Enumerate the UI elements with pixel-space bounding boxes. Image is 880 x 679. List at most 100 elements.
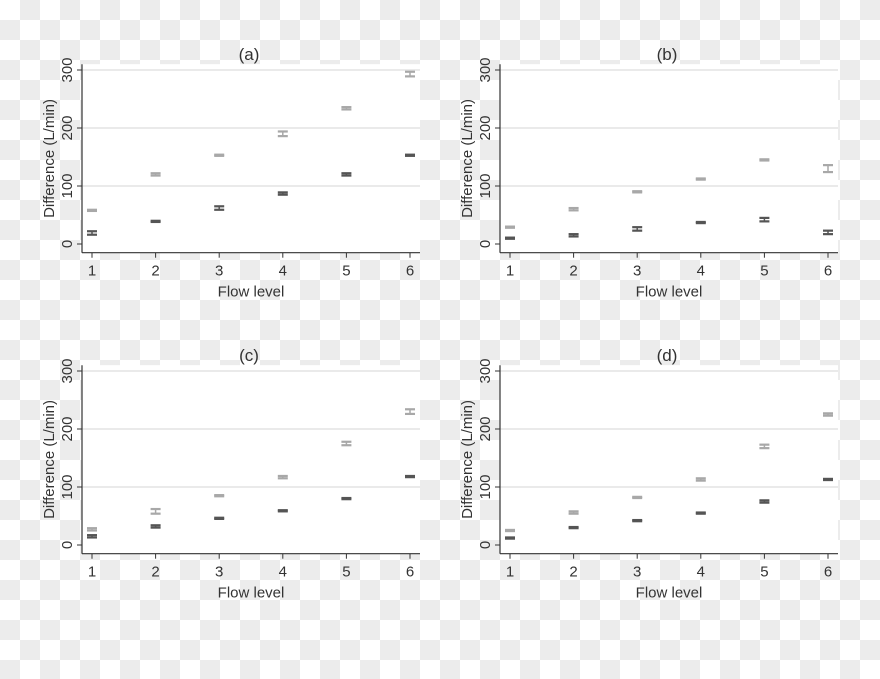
error-bar-point bbox=[87, 534, 97, 539]
error-bar-point bbox=[150, 219, 161, 224]
error-bar-point bbox=[341, 440, 352, 447]
x-tick-label: 4 bbox=[279, 263, 287, 280]
error-bar-point bbox=[277, 474, 288, 480]
plot-area bbox=[500, 64, 838, 253]
error-bar-point bbox=[341, 106, 352, 111]
x-tick-label: 6 bbox=[824, 564, 832, 581]
error-bar-point bbox=[341, 172, 352, 177]
error-bar-point bbox=[568, 525, 579, 530]
y-tick-label: 100 bbox=[59, 173, 76, 198]
plot-area bbox=[82, 64, 420, 253]
y-tick-label: 100 bbox=[59, 474, 76, 499]
y-tick-label: 100 bbox=[477, 474, 494, 499]
error-bar-point bbox=[277, 191, 288, 196]
error-bar-point bbox=[405, 70, 415, 78]
error-bar-point bbox=[759, 158, 770, 162]
x-tick-label: 1 bbox=[506, 263, 514, 280]
error-bar-point bbox=[87, 208, 97, 213]
error-bar-point bbox=[505, 236, 515, 240]
panel-title: (a) bbox=[239, 45, 260, 64]
error-bar-point bbox=[568, 510, 579, 515]
x-tick-label: 6 bbox=[824, 263, 832, 280]
y-tick-label: 0 bbox=[477, 240, 494, 248]
error-bar-point bbox=[87, 527, 97, 532]
error-bar-point bbox=[214, 516, 225, 521]
y-axis-label: Difference (L/min) bbox=[41, 99, 58, 218]
y-tick-label: 300 bbox=[477, 57, 494, 82]
x-tick-label: 3 bbox=[215, 263, 223, 280]
error-bar-point bbox=[277, 130, 288, 138]
error-bar-point bbox=[341, 496, 352, 501]
x-tick-label: 2 bbox=[151, 564, 159, 581]
x-tick-label: 4 bbox=[697, 564, 705, 581]
x-axis-label: Flow level bbox=[636, 284, 703, 301]
y-tick-label: 200 bbox=[477, 416, 494, 441]
error-bar-point bbox=[568, 206, 579, 212]
panel-b: 0 100 200 300 1 2 3 4 5 6 Flow level Difference (L/… bbox=[459, 45, 838, 301]
error-bar-point bbox=[823, 412, 833, 417]
panel-title: (b) bbox=[657, 45, 678, 64]
error-bar-point bbox=[695, 220, 706, 225]
panel-title: (c) bbox=[239, 346, 259, 365]
error-bar-point bbox=[150, 172, 161, 177]
y-tick-label: 200 bbox=[477, 115, 494, 140]
error-bar-point bbox=[405, 153, 415, 157]
y-axis-label: Difference (L/min) bbox=[459, 99, 476, 218]
y-tick-label: 200 bbox=[59, 416, 76, 441]
plot-area bbox=[500, 365, 838, 554]
panel-title: (d) bbox=[657, 346, 678, 365]
x-axis-label: Flow level bbox=[218, 585, 285, 602]
error-bar-point bbox=[505, 528, 515, 533]
x-tick-label: 2 bbox=[151, 263, 159, 280]
error-bar-point bbox=[632, 226, 643, 232]
error-bar-point bbox=[759, 443, 770, 450]
error-bar-point bbox=[505, 536, 515, 540]
y-tick-label: 200 bbox=[59, 115, 76, 140]
panel-a: 0 100 200 300 1 2 3 4 5 6 Flow level Difference (L/… bbox=[41, 45, 420, 301]
error-bar-point bbox=[405, 408, 415, 416]
y-tick-label: 0 bbox=[477, 541, 494, 549]
y-tick-label: 100 bbox=[477, 173, 494, 198]
x-tick-label: 5 bbox=[342, 263, 350, 280]
x-tick-label: 1 bbox=[88, 263, 96, 280]
x-tick-label: 6 bbox=[406, 263, 414, 280]
x-axis-label: Flow level bbox=[636, 585, 703, 602]
error-bar-point bbox=[150, 524, 161, 529]
error-bar-point bbox=[695, 511, 706, 515]
x-tick-label: 3 bbox=[215, 564, 223, 581]
error-bar-point bbox=[505, 225, 515, 229]
x-tick-label: 3 bbox=[633, 564, 641, 581]
error-bar-point bbox=[150, 507, 161, 515]
x-tick-label: 4 bbox=[279, 564, 287, 581]
error-bar-point bbox=[823, 477, 833, 482]
error-bar-point bbox=[214, 205, 225, 211]
y-tick-label: 0 bbox=[59, 240, 76, 248]
error-bar-point bbox=[823, 229, 833, 236]
panel-c: 0 100 200 300 1 2 3 4 5 6 Flow level Difference (L/… bbox=[41, 346, 420, 602]
x-tick-label: 6 bbox=[406, 564, 414, 581]
x-tick-label: 1 bbox=[88, 564, 96, 581]
error-bar-point bbox=[214, 494, 225, 498]
y-tick-label: 300 bbox=[59, 358, 76, 383]
error-bar-point bbox=[568, 233, 579, 238]
x-tick-label: 5 bbox=[760, 564, 768, 581]
panel-d: 0 100 200 300 1 2 3 4 5 6 Flow level Difference (L/… bbox=[459, 346, 838, 602]
plot-area bbox=[82, 365, 420, 554]
error-bar-point bbox=[823, 164, 833, 174]
error-bar-point bbox=[632, 518, 643, 523]
x-tick-label: 5 bbox=[760, 263, 768, 280]
x-tick-label: 5 bbox=[342, 564, 350, 581]
error-bar-point bbox=[632, 495, 643, 500]
error-bar-point bbox=[277, 509, 288, 513]
error-bar-point bbox=[632, 190, 643, 194]
error-bar-point bbox=[695, 477, 706, 482]
x-tick-label: 1 bbox=[506, 564, 514, 581]
x-tick-label: 2 bbox=[569, 564, 577, 581]
error-bar-point bbox=[405, 474, 415, 479]
error-bar-point bbox=[695, 177, 706, 181]
y-tick-label: 0 bbox=[59, 541, 76, 549]
error-bar-point bbox=[759, 216, 770, 223]
y-axis-label: Difference (L/min) bbox=[459, 400, 476, 519]
y-tick-label: 300 bbox=[477, 358, 494, 383]
